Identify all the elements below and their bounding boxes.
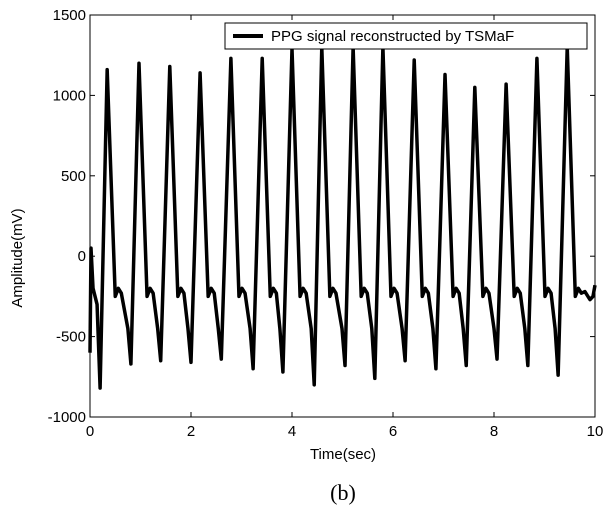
x-tick-label: 2 bbox=[187, 423, 195, 440]
y-tick-label: 1000 bbox=[53, 87, 86, 104]
x-tick-label: 10 bbox=[587, 423, 604, 440]
x-tick-label: 4 bbox=[288, 423, 296, 440]
x-tick-label: 6 bbox=[389, 423, 397, 440]
legend-label: PPG signal reconstructed by TSMaF bbox=[271, 28, 514, 45]
x-tick-label: 8 bbox=[490, 423, 498, 440]
y-tick-label: 1500 bbox=[53, 7, 86, 24]
y-axis-label: Amplitude(mV) bbox=[9, 208, 26, 307]
y-tick-label: -1000 bbox=[48, 409, 86, 426]
y-tick-label: -500 bbox=[56, 329, 86, 346]
caption: (b) bbox=[330, 480, 356, 505]
x-axis-label: Time(sec) bbox=[310, 446, 376, 463]
signal-line bbox=[88, 45, 597, 390]
legend-box bbox=[224, 22, 588, 50]
x-tick-label: 0 bbox=[86, 423, 94, 440]
plot-frame bbox=[89, 14, 596, 418]
y-tick-label: 0 bbox=[78, 248, 86, 265]
y-tick-label: 500 bbox=[61, 168, 86, 185]
